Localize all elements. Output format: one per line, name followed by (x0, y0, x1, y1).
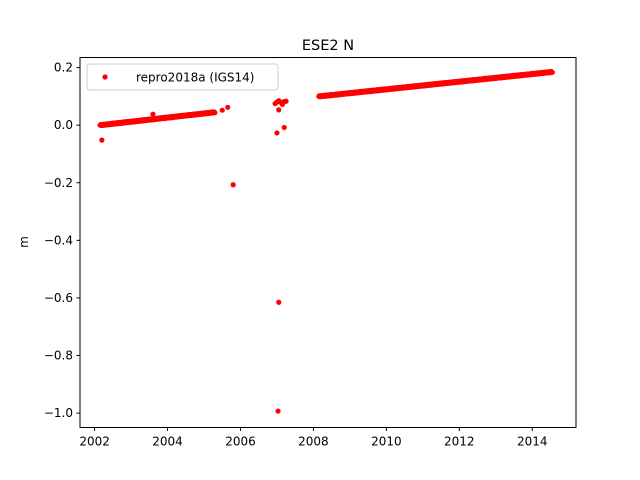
y-axis: 0.2 0.0 −0.2 −0.4 −0.6 −0.8 −1.0 (44, 61, 80, 420)
data-point (219, 107, 225, 113)
y-tick-label: −0.2 (44, 176, 73, 190)
data-points (97, 68, 555, 414)
x-tick-label: 2014 (517, 435, 548, 449)
data-point (212, 110, 218, 116)
data-point (281, 124, 287, 131)
x-tick-label: 2010 (371, 435, 402, 449)
data-point (99, 137, 105, 143)
data-point (150, 111, 156, 117)
x-tick-label: 2008 (298, 435, 329, 449)
y-tick-label: −1.0 (44, 406, 73, 420)
plot-frame (79, 57, 577, 428)
data-point (274, 130, 280, 136)
legend-label: repro2018a (IGS14) (136, 71, 254, 85)
data-point (276, 299, 282, 305)
x-tick-label: 2004 (152, 435, 183, 449)
data-point (283, 98, 289, 104)
y-tick-label: −0.8 (44, 349, 73, 363)
data-point (230, 182, 236, 188)
data-point (549, 69, 555, 75)
x-axis: 2002 2004 2006 2008 2010 2012 2014 (79, 427, 548, 449)
data-point (276, 107, 282, 113)
x-tick-label: 2002 (79, 435, 110, 449)
data-point (225, 104, 231, 110)
y-tick-label: −0.6 (44, 291, 73, 305)
y-tick-label: −0.4 (44, 233, 73, 247)
x-tick-label: 2006 (225, 435, 256, 449)
y-axis-label: m (17, 236, 31, 248)
chart-title: ESE2 N (302, 38, 354, 54)
data-point (275, 408, 281, 414)
legend: repro2018a (IGS14) (86, 63, 279, 91)
x-tick-label: 2012 (444, 435, 475, 449)
legend-marker (102, 74, 108, 80)
y-tick-label: 0.2 (54, 61, 73, 75)
legend-box (86, 63, 279, 91)
y-tick-label: 0.0 (54, 118, 73, 132)
